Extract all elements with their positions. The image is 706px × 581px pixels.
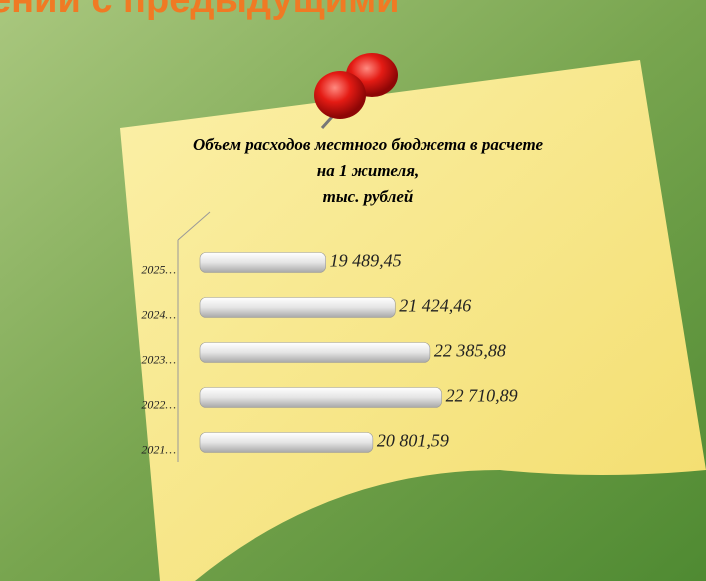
bar [199,342,431,363]
data-label: 20 801,59 [377,431,449,451]
header: ений с предыдущими [0,0,400,21]
pin-base [314,71,366,119]
chart-title: на 1 жителя, [317,161,419,180]
bar [199,252,326,273]
axis [177,211,211,462]
data-label: 21 424,46 [399,296,471,316]
bar [199,387,442,408]
y-tick-label: 2022… [141,397,176,411]
chart-title: Объем расходов местного бюджета в расчет… [193,135,543,154]
y-tick-label: 2024… [141,307,176,321]
chart-title: тыс. рублей [323,187,414,206]
bar [199,432,374,453]
bar [199,297,396,318]
data-label: 22 710,89 [446,386,518,406]
data-label: 22 385,88 [434,341,506,361]
y-tick-label: 2023… [141,352,176,366]
data-label: 19 489,45 [330,251,402,271]
y-tick-label: 2021… [141,442,176,456]
y-tick-label: 2025… [141,262,176,276]
